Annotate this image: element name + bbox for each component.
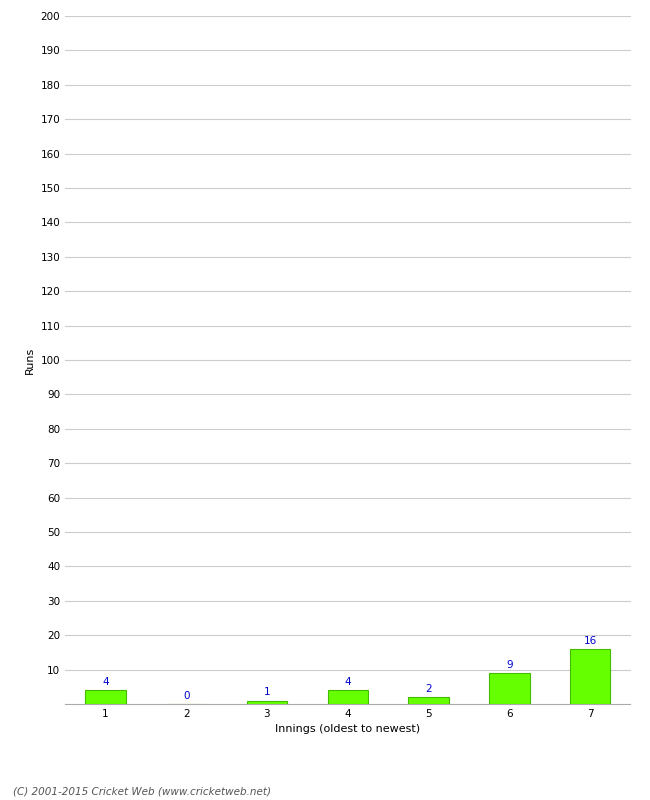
Bar [570,649,610,704]
Text: 4: 4 [102,677,109,686]
Text: (C) 2001-2015 Cricket Web (www.cricketweb.net): (C) 2001-2015 Cricket Web (www.cricketwe… [13,786,271,796]
Bar [328,690,368,704]
Text: 16: 16 [584,635,597,646]
Text: 2: 2 [425,684,432,694]
Text: 0: 0 [183,690,189,701]
Bar [85,690,125,704]
Bar [489,673,530,704]
Text: 4: 4 [344,677,351,686]
Text: 1: 1 [264,687,270,697]
Bar [408,697,448,704]
X-axis label: Innings (oldest to newest): Innings (oldest to newest) [275,725,421,734]
Y-axis label: Runs: Runs [25,346,35,374]
Bar [247,701,287,704]
Text: 9: 9 [506,659,513,670]
